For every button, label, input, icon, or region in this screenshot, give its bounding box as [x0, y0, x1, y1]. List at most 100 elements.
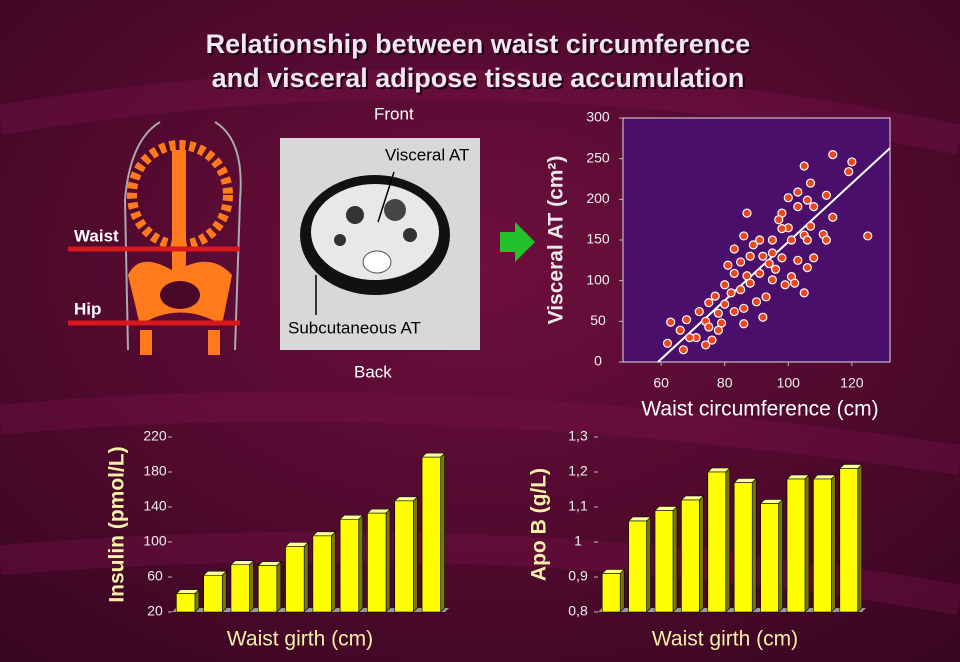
visceral-label: Visceral AT — [385, 145, 469, 164]
point — [662, 338, 673, 348]
point — [755, 235, 765, 245]
y-axis-label: Visceral AT (cm²) — [545, 156, 568, 325]
waist-label: Waist — [74, 226, 119, 245]
point — [707, 335, 717, 345]
bar-side — [619, 568, 625, 613]
bar-side — [276, 560, 282, 613]
point — [704, 322, 714, 332]
bar-top — [759, 499, 784, 504]
title-shadow: Relationship between waist circumference — [208, 31, 753, 61]
bar — [257, 565, 278, 613]
point — [774, 215, 784, 225]
bar-top — [839, 464, 863, 469]
bar-side — [672, 505, 678, 613]
bar-side — [303, 541, 309, 613]
point — [736, 257, 746, 267]
bar-top — [733, 478, 757, 483]
ct-image — [280, 138, 480, 350]
x-axis-label: Waist circumference (cm) — [641, 398, 878, 421]
point — [742, 208, 752, 218]
bar-side — [699, 495, 704, 613]
point — [847, 157, 857, 167]
point — [764, 258, 774, 269]
bar — [394, 500, 414, 613]
x-tick-label: 80 — [717, 375, 733, 391]
point — [729, 268, 739, 278]
point — [678, 345, 688, 355]
point — [729, 244, 739, 254]
bar-side — [725, 467, 731, 613]
point — [694, 306, 704, 317]
y-axis-label: Apo B (g/L) — [528, 468, 551, 581]
point — [710, 291, 720, 301]
bar-top — [202, 570, 227, 576]
point — [745, 278, 755, 288]
x-axis-label: Waist girth (cm) — [652, 628, 798, 651]
x-tick-label: 60 — [653, 375, 669, 391]
point — [745, 251, 755, 261]
point — [739, 231, 749, 241]
y-tick-label: 1,3 — [568, 428, 588, 444]
y-tick-label: 50 — [590, 312, 606, 328]
bar-top — [257, 561, 282, 566]
bar — [421, 456, 441, 613]
point — [802, 235, 812, 245]
bar-top — [366, 508, 391, 514]
point — [863, 231, 873, 241]
bar — [339, 518, 360, 613]
point — [739, 319, 749, 329]
y-tick-label: 60 — [147, 568, 163, 584]
bar-top — [394, 496, 419, 502]
bar-top — [339, 514, 364, 520]
y-tick-label: 1 — [574, 533, 582, 549]
point — [736, 285, 746, 295]
point — [723, 260, 733, 270]
bar — [312, 535, 332, 613]
bar-top — [680, 495, 705, 501]
bar — [601, 573, 621, 613]
point — [767, 248, 777, 258]
point — [713, 325, 723, 335]
bar-side — [778, 498, 783, 613]
y-tick-label: 0 — [594, 353, 602, 369]
bar-side — [440, 452, 445, 613]
point — [780, 280, 790, 290]
y-tick-label: 0,8 — [568, 603, 588, 619]
point — [828, 150, 838, 160]
point — [809, 253, 819, 263]
y-tick-label: 1,1 — [568, 498, 588, 514]
arrow — [500, 222, 535, 262]
point — [758, 312, 768, 322]
bar — [176, 593, 196, 613]
point — [805, 178, 816, 188]
bar — [813, 478, 832, 613]
bar-side — [857, 463, 863, 613]
point — [770, 264, 781, 274]
point — [799, 288, 809, 298]
title: and visceral adipose tissue accumulation — [212, 63, 745, 93]
title: Relationship between waist circumference — [206, 29, 751, 59]
point — [793, 255, 803, 265]
point — [844, 167, 854, 177]
y-tick-label: 100 — [143, 533, 167, 549]
bar-side — [804, 474, 810, 613]
title-shadow: and visceral adipose tissue accumulation — [214, 65, 747, 95]
bar-side — [249, 560, 254, 613]
point — [681, 315, 692, 325]
bar-top — [601, 569, 625, 574]
point — [701, 340, 711, 350]
point — [726, 288, 736, 298]
bar — [839, 468, 859, 613]
point — [809, 202, 819, 212]
subcutaneous-label: Subcutaneous AT — [288, 318, 421, 337]
point — [802, 195, 812, 205]
x-axis-label: Waist girth (cm) — [227, 628, 373, 651]
point — [729, 306, 739, 317]
bar-side — [385, 508, 391, 613]
bar-top — [230, 560, 255, 566]
bar — [203, 574, 223, 613]
bar-top — [312, 531, 337, 537]
point — [821, 190, 832, 200]
point — [802, 263, 812, 273]
